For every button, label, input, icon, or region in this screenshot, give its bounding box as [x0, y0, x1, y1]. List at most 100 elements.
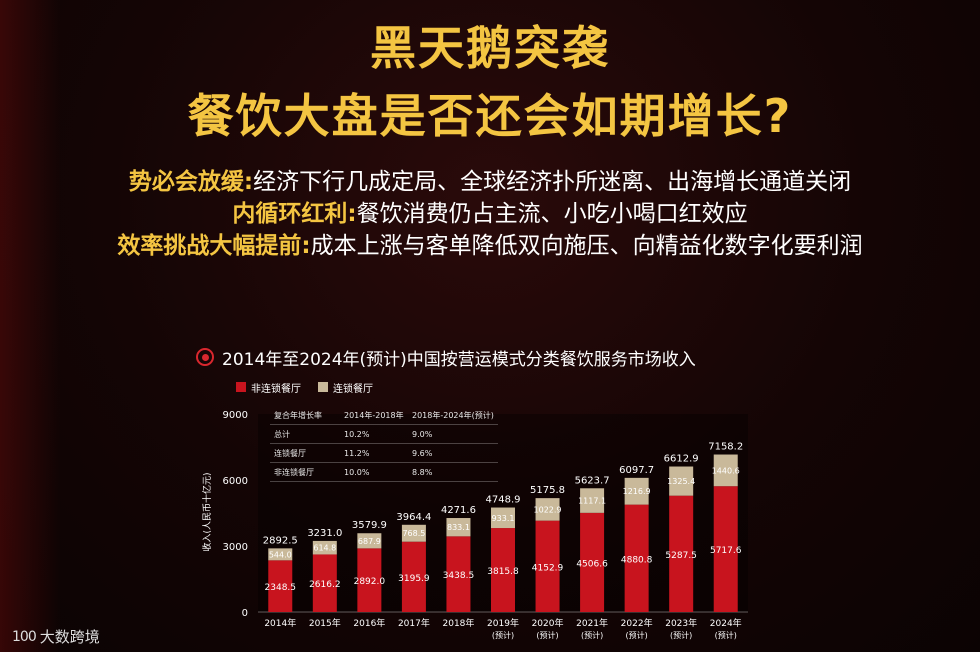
bar-chain: [580, 488, 605, 513]
x-tick-label: 2017年: [398, 617, 430, 629]
legend-label-chain: 连锁餐厅: [333, 383, 373, 395]
chart-title: 2014年至2024年(预计)中国按营运模式分类餐饮服务市场收入: [222, 349, 696, 370]
table-header-row: 复合年增长率 2014年-2018年 2018年-2024年(预计): [270, 406, 498, 425]
x-tick-label: 2018年: [443, 617, 475, 629]
data-label-chain: 614.8: [313, 544, 336, 553]
bar-chain: [624, 477, 649, 505]
table-header-cell: 复合年增长率: [270, 406, 340, 425]
legend-swatch-chain: [318, 382, 328, 392]
bar-non-chain: [580, 512, 605, 612]
y-tick-label: 9000: [223, 410, 248, 421]
data-label-non-chain: 5717.6: [710, 546, 742, 556]
bar-non-chain: [535, 520, 560, 612]
y-tick-label: 3000: [223, 542, 248, 553]
bar-non-chain: [446, 536, 471, 612]
table-cell: 总计: [270, 424, 340, 444]
table-cell: 8.8%: [408, 462, 498, 482]
data-label-chain: 768.5: [402, 529, 425, 538]
data-label-non-chain: 2892.0: [354, 577, 386, 587]
table-cell: 9.6%: [408, 443, 498, 463]
bar-non-chain: [268, 560, 293, 612]
data-label-total: 7158.2: [708, 442, 743, 453]
point-text: 成本上涨与客单降低双向施压、向精益化数字化要利润: [310, 233, 863, 259]
x-tick-label: 2022年: [621, 617, 653, 629]
x-tick-label: 2021年: [576, 617, 608, 629]
data-label-total: 5623.7: [575, 475, 610, 486]
table-cell: 10.0%: [340, 462, 408, 482]
data-label-total: 6097.7: [619, 465, 654, 476]
table-row: 非连锁餐厅 10.0% 8.8%: [270, 462, 498, 482]
table-cell: 11.2%: [340, 443, 408, 463]
data-label-total: 5175.8: [530, 485, 565, 496]
x-tick-label: 2019年: [487, 617, 519, 629]
bar-non-chain: [491, 528, 515, 612]
table-row: 连锁餐厅 11.2% 9.6%: [270, 443, 498, 463]
bar-chain: [401, 524, 426, 542]
data-label-total: 4271.6: [441, 505, 476, 516]
x-tick-label: 2016年: [353, 617, 385, 629]
data-label-chain: 1022.9: [534, 505, 562, 514]
point-key: 内循环红利:: [232, 201, 357, 227]
target-icon: [196, 348, 214, 366]
table-row: 总计 10.2% 9.0%: [270, 424, 498, 444]
data-label-chain: 1440.6: [712, 466, 740, 475]
bar-non-chain: [357, 548, 382, 612]
x-tick-label: 2014年: [264, 617, 296, 629]
x-tick-note: (预计): [492, 630, 514, 640]
data-label-non-chain: 3438.5: [443, 571, 475, 581]
legend-item-non-chain: 非连锁餐厅: [236, 380, 301, 395]
point-slowdown: 势必会放缓:经济下行几成定局、全球经济扑所迷离、出海增长通道关闭: [0, 166, 980, 198]
x-tick-note: (预计): [626, 630, 648, 640]
data-label-non-chain: 4880.8: [621, 555, 653, 565]
table-cell: 9.0%: [408, 424, 498, 444]
logo-mark: 100: [12, 628, 37, 645]
x-tick-label: 2015年: [309, 617, 341, 629]
table-header-cell: 2018年-2024年(预计): [408, 406, 498, 425]
bar-non-chain: [312, 554, 337, 612]
point-domestic: 内循环红利:餐饮消费仍占主流、小吃小喝口红效应: [0, 198, 980, 230]
data-label-chain: 687.9: [358, 537, 381, 546]
point-text: 经济下行几成定局、全球经济扑所迷离、出海增长通道关闭: [253, 169, 852, 195]
point-text: 餐饮消费仍占主流、小吃小喝口红效应: [356, 201, 748, 227]
data-label-chain: 544.0: [269, 550, 292, 559]
bar-chain: [491, 507, 515, 529]
chart-title-row: 2014年至2024年(预计)中国按营运模式分类餐饮服务市场收入: [196, 344, 696, 370]
headline-line-2: 餐饮大盘是否还会如期增长?: [187, 89, 793, 143]
bar-chain: [446, 518, 471, 537]
data-label-total: 4748.9: [486, 495, 521, 506]
bar-chain: [357, 533, 382, 549]
legend-swatch-non-chain: [236, 382, 246, 392]
bar-chain: [535, 498, 560, 521]
point-key: 势必会放缓:: [128, 169, 254, 195]
y-tick-label: 6000: [223, 476, 248, 487]
bar-non-chain: [669, 495, 694, 612]
data-label-non-chain: 2348.5: [265, 583, 297, 593]
legend-label-non-chain: 非连锁餐厅: [251, 383, 301, 395]
brand-logo: 100 大数跨境: [12, 626, 100, 647]
data-label-chain: 1117.1: [578, 497, 606, 506]
bar-non-chain: [713, 486, 738, 612]
data-label-non-chain: 5287.5: [665, 551, 697, 561]
data-label-total: 3964.4: [396, 512, 431, 523]
x-tick-label: 2020年: [532, 617, 564, 629]
x-tick-note: (预计): [715, 630, 737, 640]
data-label-chain: 1216.9: [623, 487, 651, 496]
data-label-total: 2892.5: [263, 535, 298, 546]
legend-item-chain: 连锁餐厅: [318, 380, 373, 395]
data-label-non-chain: 2616.2: [309, 580, 341, 590]
key-points: 势必会放缓:经济下行几成定局、全球经济扑所迷离、出海增长通道关闭 内循环红利:餐…: [0, 166, 980, 262]
data-label-non-chain: 3195.9: [398, 574, 430, 584]
bar-chain: [669, 466, 694, 496]
bar-non-chain: [401, 541, 426, 612]
x-tick-note: (预计): [670, 630, 692, 640]
data-label-non-chain: 4506.6: [576, 559, 608, 569]
data-label-chain: 933.1: [492, 514, 515, 523]
table-cell: 非连锁餐厅: [270, 462, 340, 482]
data-label-non-chain: 4152.9: [532, 563, 564, 573]
bar-chain: [268, 548, 293, 561]
data-label-total: 3231.0: [307, 528, 342, 539]
logo-text: 大数跨境: [39, 628, 100, 646]
table-header-cell: 2014年-2018年: [340, 406, 408, 425]
data-label-chain: 1325.4: [667, 477, 695, 486]
y-tick-label: 0: [242, 608, 248, 619]
